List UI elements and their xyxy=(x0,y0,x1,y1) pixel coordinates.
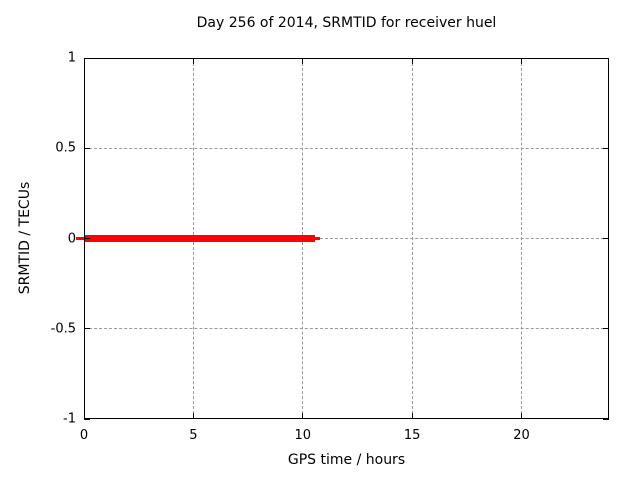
series-line-srmtid xyxy=(84,235,315,242)
x-tick-label: 0 xyxy=(79,428,89,443)
x-tick-mark xyxy=(411,58,413,64)
y-tick-mark xyxy=(603,57,609,59)
y-tick-mark xyxy=(603,238,609,239)
y-tick-mark xyxy=(603,418,609,420)
x-tick-mark xyxy=(521,413,522,419)
x-tick-label: 5 xyxy=(189,428,198,443)
plot-area xyxy=(76,57,609,420)
y-tick-mark xyxy=(603,328,609,330)
x-tick-label: 10 xyxy=(294,428,312,443)
h-gridline xyxy=(84,328,609,330)
x-tick-mark xyxy=(192,58,194,64)
v-gridline xyxy=(411,58,413,419)
y-tick-mark xyxy=(603,147,609,149)
y-tick-mark xyxy=(84,147,90,149)
x-tick-mark xyxy=(302,413,304,419)
y-tick-label: -1 xyxy=(63,411,76,427)
y-tick-mark xyxy=(84,418,90,420)
y-tick-label: 0 xyxy=(67,231,76,246)
y-tick-label: -0.5 xyxy=(50,321,76,337)
x-tick-mark xyxy=(192,413,194,419)
x-tick-mark xyxy=(83,58,85,64)
x-tick-mark xyxy=(411,413,413,419)
y-tick-mark xyxy=(84,57,90,59)
x-tick-label: 20 xyxy=(513,428,530,443)
x-tick-label: 15 xyxy=(403,428,421,443)
y-tick-mark xyxy=(84,328,90,330)
v-gridline xyxy=(521,58,522,419)
chart-title: Day 256 of 2014, SRMTID for receiver hue… xyxy=(196,15,497,31)
x-axis-label: GPS time / hours xyxy=(287,452,406,468)
y-tick-label: 0.5 xyxy=(55,140,76,156)
x-tick-mark xyxy=(521,58,522,64)
x-tick-mark xyxy=(302,58,304,64)
h-gridline xyxy=(84,147,609,149)
h-gridline xyxy=(84,238,609,239)
y-tick-label: 1 xyxy=(67,50,76,66)
y-tick-mark xyxy=(84,238,90,239)
